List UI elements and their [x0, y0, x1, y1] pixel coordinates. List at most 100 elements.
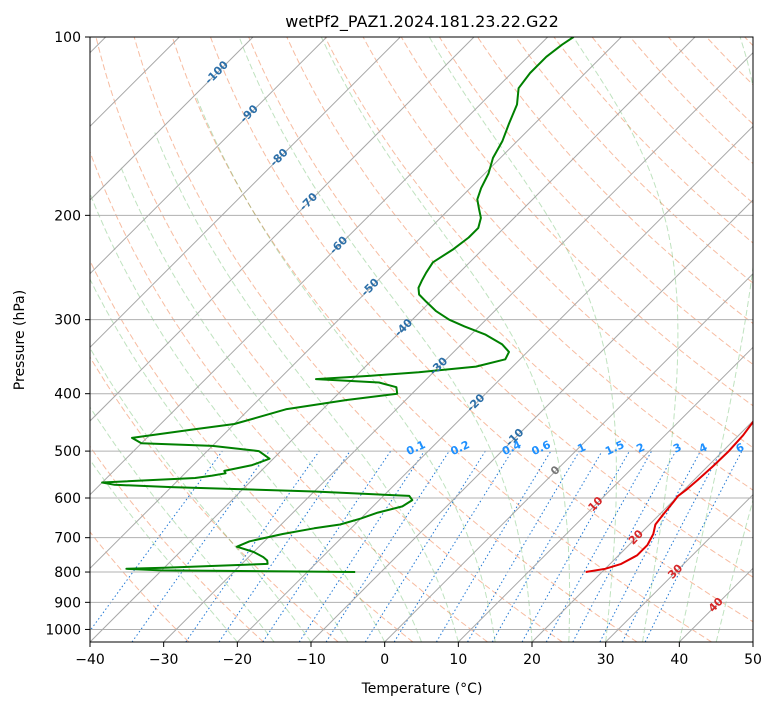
mixing-ratio-label: 1.5 — [603, 438, 626, 458]
mixing-ratio-label: 1 — [575, 441, 587, 456]
isotherm-line — [90, 37, 328, 275]
dry-adiabat-line — [477, 37, 753, 325]
x-tick-label: 40 — [670, 652, 688, 668]
x-tick-label: 20 — [523, 652, 541, 668]
mixing-ratio-label: 8 — [763, 441, 775, 456]
moist-adiabat-line — [238, 37, 533, 642]
mixing-ratio-label: 6 — [734, 440, 747, 455]
isotherm-line — [531, 420, 753, 642]
dry-adiabat-line — [133, 37, 638, 642]
isotherm-line — [605, 493, 753, 642]
isotherm-line — [90, 37, 622, 570]
y-tick-label: 800 — [54, 565, 81, 581]
moist-adiabat-line — [572, 37, 679, 642]
mixing-ratio-label: 3 — [671, 441, 683, 456]
y-tick-label: 100 — [54, 30, 81, 46]
isotherm-label: -100 — [202, 58, 231, 87]
mixing-ratio-label: 0.6 — [530, 438, 553, 458]
series-layer — [101, 37, 753, 573]
mixing-ratio-line — [185, 450, 320, 642]
dry-adiabat-line — [668, 37, 753, 125]
dry-adiabat-line — [324, 37, 753, 491]
mixing-ratio-line — [393, 450, 513, 642]
isotherm-line — [236, 125, 753, 642]
moist-adiabat-line — [90, 278, 349, 642]
x-tick-label: −20 — [223, 652, 253, 668]
y-tick-label: 700 — [54, 531, 81, 547]
dry-adiabat-line — [553, 37, 753, 244]
mixing-ratio-line — [298, 450, 425, 642]
dry-adiabat-line — [438, 37, 753, 365]
axis-ticks: −40 −30 −20 −10 0 10 20 30 40 5010020030040050060… — [45, 30, 762, 668]
moist-adiabat-line — [678, 37, 753, 642]
x-tick-label: −10 — [296, 652, 326, 668]
y-axis-label: Pressure (hPa) — [12, 290, 28, 390]
y-tick-label: 600 — [54, 491, 81, 507]
isotherm-line — [678, 567, 753, 642]
moist-adiabat-line — [119, 165, 422, 642]
mixing-ratio-line — [364, 450, 486, 642]
moist-adiabat-line — [90, 406, 275, 642]
mixing-ratio-line — [572, 450, 677, 642]
moist-adiabat-line — [90, 347, 312, 642]
plot-frame — [89, 36, 754, 643]
mixing-ratio-line — [325, 450, 450, 642]
temperature-profile-line — [585, 420, 753, 573]
mixing-ratio-line — [491, 450, 603, 642]
isotherm-line — [163, 51, 753, 642]
dry-adiabat-line — [90, 356, 339, 642]
dry-adiabat-line — [400, 37, 753, 407]
mixing-ratio-line — [435, 450, 552, 642]
mixing-ratio-line — [90, 450, 223, 632]
x-tick-label: 10 — [449, 652, 467, 668]
dewpoint-profile-line — [101, 37, 575, 573]
isotherm-line — [90, 37, 254, 201]
y-tick-label: 500 — [54, 444, 81, 460]
dry-adiabat-line — [210, 37, 753, 623]
mixing-ratio-line — [131, 450, 270, 642]
isotherm-line — [310, 199, 753, 642]
dry-adiabat-line — [90, 259, 414, 642]
isotherm-label: 20 — [626, 527, 646, 547]
mixing-ratio-line — [521, 450, 630, 642]
x-axis-label: Temperature (°C) — [361, 681, 483, 697]
y-tick-label: 1000 — [45, 622, 81, 638]
moist-adiabat-line — [90, 459, 238, 642]
dry-adiabat-line — [286, 37, 753, 534]
mixing-ratio-label: 0.2 — [448, 438, 471, 458]
chart-title: wetPf2_PAZ1.2024.181.23.22.G22 — [285, 12, 559, 32]
moist-adiabat-line — [715, 497, 753, 642]
dry-adiabat-line — [95, 37, 563, 642]
dry-adiabat-line — [629, 37, 753, 165]
isotherm-line — [384, 272, 753, 642]
dry-adiabat-line — [591, 37, 753, 204]
x-tick-label: 0 — [380, 652, 389, 668]
isotherm-line — [457, 346, 753, 642]
x-tick-label: 30 — [597, 652, 615, 668]
mixing-ratio-line — [467, 450, 580, 642]
grid-layer — [90, 37, 753, 642]
mixing-ratio-label: 2 — [634, 441, 646, 456]
dry-adiabat-line — [248, 37, 753, 578]
dry-adiabat-line — [90, 150, 488, 642]
mixing-ratio-line — [218, 450, 351, 642]
moist-adiabat-line — [320, 37, 571, 642]
dry-adiabat-line — [744, 37, 753, 47]
dry-adiabat-line — [90, 445, 264, 642]
x-tick-label: 50 — [744, 652, 762, 668]
x-tick-label: −30 — [149, 652, 179, 668]
isotherm-line — [90, 37, 549, 496]
dry-adiabat-line — [90, 531, 190, 642]
isotherm-line — [90, 37, 475, 422]
moist-adiabat-line — [428, 37, 617, 642]
x-tick-label: −40 — [75, 652, 105, 668]
y-tick-label: 200 — [54, 208, 81, 224]
dry-adiabat-line — [515, 37, 753, 284]
y-tick-label: 900 — [54, 595, 81, 611]
dry-adiabat-line — [706, 37, 753, 86]
isotherm-line — [752, 641, 753, 642]
isotherm-label: 30 — [665, 561, 685, 581]
isotherm-line — [90, 37, 696, 642]
moist-adiabat-line — [194, 94, 496, 642]
